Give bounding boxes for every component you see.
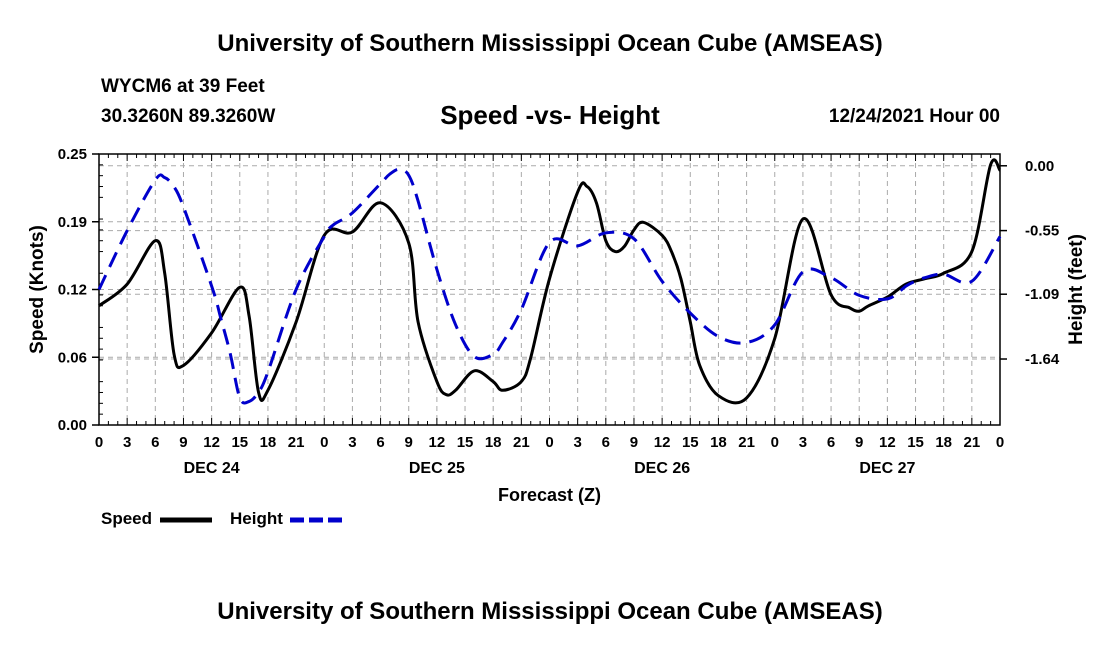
x-tick-label: 9 [855, 434, 863, 451]
series-line-speed [98, 158, 1002, 405]
x-tick-label: 6 [376, 434, 384, 451]
y-tick-label: 0.12 [58, 282, 87, 299]
x-tick-label: 0 [996, 434, 1004, 451]
y2-tick-label: -1.64 [1025, 351, 1060, 368]
y2-tick-label: 0.00 [1025, 158, 1054, 175]
y-axis-label: Speed (Knots) [27, 225, 48, 354]
x-tick-label: 15 [682, 434, 699, 451]
x-tick-label: 12 [203, 434, 220, 451]
chart-title: University of Southern Mississippi Ocean… [217, 30, 883, 57]
legend-speed-label: Speed [101, 509, 153, 528]
y2-tick-label: -0.55 [1025, 223, 1059, 240]
day-label: DEC 24 [184, 460, 240, 477]
chart-subtitle: Speed -vs- Height [440, 100, 660, 130]
day-label: DEC 27 [859, 460, 915, 477]
day-label: DEC 26 [634, 460, 690, 477]
x-tick-label: 9 [630, 434, 638, 451]
x-tick-label: 21 [738, 434, 755, 451]
x-tick-label: 21 [513, 434, 530, 451]
x-tick-label: 18 [485, 434, 502, 451]
day-label: DEC 25 [409, 460, 465, 477]
x-tick-label: 0 [95, 434, 103, 451]
x-tick-label: 12 [879, 434, 896, 451]
footer-title: University of Southern Mississippi Ocean… [217, 598, 883, 625]
x-tick-label: 6 [827, 434, 835, 451]
series-line-height [97, 167, 1002, 405]
x-tick-label: 21 [964, 434, 981, 451]
coordinates-label: 30.3260N 89.3260W [101, 106, 276, 127]
y-tick-label: 0.00 [58, 417, 87, 434]
x-tick-label: 3 [123, 434, 131, 451]
x-tick-label: 9 [405, 434, 413, 451]
x-tick-label: 9 [179, 434, 187, 451]
x-tick-label: 15 [231, 434, 248, 451]
legend-height-label: Height [230, 509, 283, 528]
x-tick-label: 0 [771, 434, 779, 451]
x-tick-label: 6 [151, 434, 159, 451]
x-tick-label: 15 [457, 434, 474, 451]
x-tick-label: 12 [654, 434, 671, 451]
x-tick-label: 0 [545, 434, 553, 451]
x-tick-label: 6 [602, 434, 610, 451]
x-tick-label: 3 [799, 434, 807, 451]
y-tick-label: 0.25 [58, 146, 87, 163]
x-tick-label: 3 [573, 434, 581, 451]
x-tick-label: 0 [320, 434, 328, 451]
station-label: WYCM6 at 39 Feet [101, 76, 265, 97]
x-tick-label: 18 [260, 434, 277, 451]
forecast-datetime: 12/24/2021 Hour 00 [828, 106, 1000, 127]
x-tick-label: 21 [288, 434, 305, 451]
x-tick-label: 18 [710, 434, 727, 451]
y-tick-label: 0.06 [58, 349, 87, 366]
y2-axis-label: Height (feet) [1066, 234, 1087, 345]
x-tick-label: 12 [429, 434, 446, 451]
x-tick-label: 15 [907, 434, 924, 451]
x-axis-label: Forecast (Z) [498, 485, 601, 505]
x-tick-label: 3 [348, 434, 356, 451]
y2-tick-label: -1.09 [1025, 286, 1059, 303]
y-tick-label: 0.19 [58, 214, 87, 231]
x-tick-label: 18 [935, 434, 952, 451]
